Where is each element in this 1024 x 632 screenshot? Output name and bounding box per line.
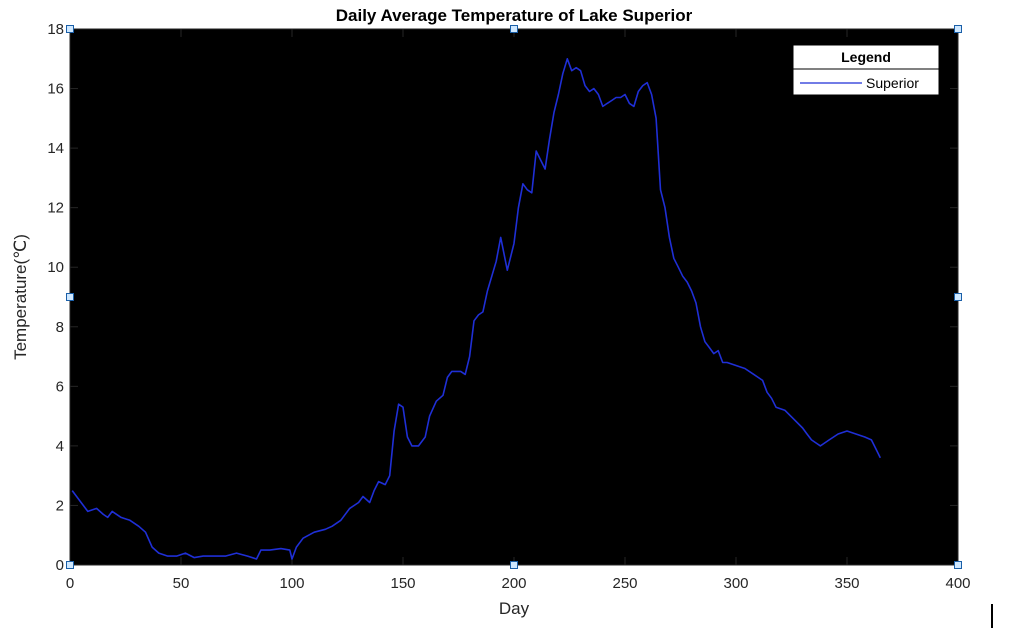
resize-handle[interactable] <box>66 561 74 569</box>
x-axis: 0 50 100 150 200 250 300 350 400 <box>66 29 971 592</box>
y-tick-label: 2 <box>56 497 64 514</box>
series-line-superior <box>71 58 882 560</box>
resize-handle[interactable] <box>510 561 518 569</box>
series-layer <box>71 58 882 560</box>
x-tick-label: 100 <box>279 575 304 592</box>
text-cursor <box>991 604 993 628</box>
y-axis-label: Temperature(℃) <box>11 234 30 360</box>
resize-handle[interactable] <box>954 293 962 301</box>
x-tick-label: 250 <box>612 575 637 592</box>
y-tick-label: 6 <box>56 378 64 395</box>
legend[interactable]: Legend Superior <box>792 44 940 96</box>
x-tick-label: 350 <box>834 575 859 592</box>
y-tick-label: 16 <box>47 81 64 98</box>
chart-title: Daily Average Temperature of Lake Superi… <box>336 6 693 25</box>
legend-box <box>792 44 940 96</box>
x-axis-label: Day <box>499 599 530 618</box>
legend-entry-superior: Superior <box>866 75 919 91</box>
x-tick-label: 0 <box>66 575 74 592</box>
resize-handle[interactable] <box>954 25 962 33</box>
y-tick-label: 10 <box>47 259 64 276</box>
legend-title: Legend <box>841 49 891 65</box>
resize-handle[interactable] <box>510 25 518 33</box>
resize-handle[interactable] <box>954 561 962 569</box>
resize-handle[interactable] <box>66 25 74 33</box>
selection-handles[interactable] <box>66 25 962 569</box>
y-tick-label: 12 <box>47 200 64 217</box>
x-tick-label: 50 <box>173 575 190 592</box>
x-tick-label: 300 <box>723 575 748 592</box>
resize-handle[interactable] <box>66 293 74 301</box>
x-tick-label: 150 <box>390 575 415 592</box>
y-tick-label: 18 <box>47 21 64 38</box>
y-tick-label: 8 <box>56 319 64 336</box>
y-tick-label: 14 <box>47 140 64 157</box>
x-tick-label: 400 <box>945 575 970 592</box>
x-tick-label: 200 <box>501 575 526 592</box>
y-tick-label: 0 <box>56 557 64 574</box>
y-axis: 0 2 4 6 8 10 12 14 16 18 <box>47 21 958 574</box>
y-tick-label: 4 <box>56 438 64 455</box>
plot-area <box>69 28 959 566</box>
